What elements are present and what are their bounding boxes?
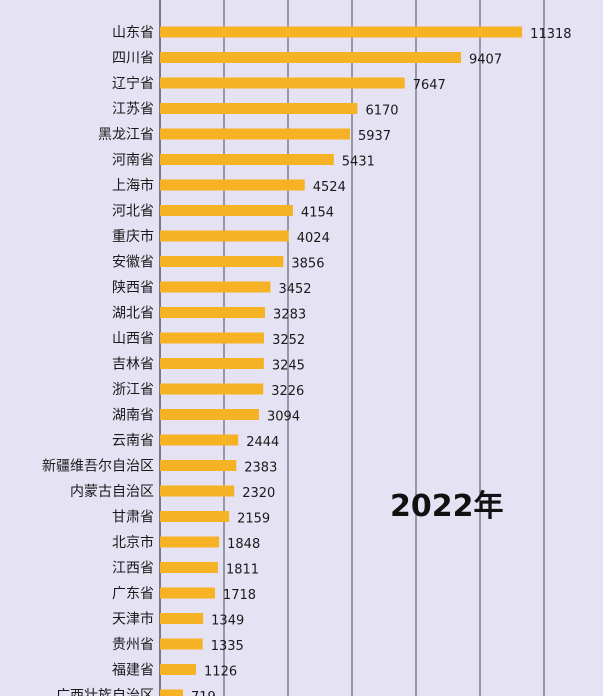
bar-11 bbox=[160, 307, 266, 318]
value-label-23: 1349 bbox=[211, 614, 244, 629]
value-label-4: 5937 bbox=[358, 129, 391, 144]
value-label-9: 3856 bbox=[291, 257, 324, 272]
value-label-12: 3252 bbox=[272, 333, 305, 348]
category-label-7: 河北省 bbox=[112, 204, 154, 220]
bar-21 bbox=[160, 562, 218, 573]
bar-0 bbox=[160, 26, 523, 38]
category-label-24: 贵州省 bbox=[112, 637, 154, 653]
value-label-6: 4524 bbox=[313, 180, 346, 195]
value-label-8: 4024 bbox=[297, 231, 330, 246]
category-label-22: 广东省 bbox=[112, 586, 154, 602]
bar-4 bbox=[160, 128, 350, 140]
category-label-10: 陕西省 bbox=[112, 280, 154, 296]
value-label-1: 9407 bbox=[469, 53, 502, 68]
category-label-13: 吉林省 bbox=[112, 357, 154, 373]
value-label-17: 2383 bbox=[244, 461, 277, 476]
bar-14 bbox=[160, 383, 264, 395]
bar-23 bbox=[160, 613, 204, 624]
value-label-15: 3094 bbox=[267, 410, 300, 425]
bar-1 bbox=[160, 52, 462, 63]
bar-10 bbox=[160, 281, 271, 293]
value-label-19: 2159 bbox=[237, 512, 270, 527]
bar-2 bbox=[160, 77, 405, 89]
category-label-15: 湖南省 bbox=[112, 408, 154, 424]
category-label-18: 内蒙古自治区 bbox=[70, 484, 154, 500]
category-label-8: 重庆市 bbox=[112, 228, 154, 245]
category-label-16: 云南省 bbox=[112, 433, 154, 449]
value-label-10: 3452 bbox=[278, 282, 311, 297]
bars bbox=[160, 26, 523, 696]
bar-15 bbox=[160, 409, 260, 420]
value-label-11: 3283 bbox=[273, 308, 306, 323]
value-label-22: 1718 bbox=[223, 588, 256, 603]
value-label-16: 2444 bbox=[246, 435, 279, 450]
bar-6 bbox=[160, 179, 305, 191]
bar-7 bbox=[160, 205, 293, 216]
grid-lines bbox=[159, 0, 545, 696]
value-label-24: 1335 bbox=[211, 639, 244, 654]
category-label-12: 山西省 bbox=[112, 331, 154, 347]
bar-26 bbox=[160, 689, 184, 696]
value-labels: 11318 9407 7647 6170 5937 5431 4524 4154 4024 385… bbox=[191, 27, 572, 696]
category-label-14: 浙江省 bbox=[112, 382, 154, 398]
bar-20 bbox=[160, 536, 220, 548]
bar-3 bbox=[160, 103, 358, 114]
category-label-11: 湖北省 bbox=[112, 306, 154, 322]
value-label-14: 3226 bbox=[271, 384, 304, 399]
bar-18 bbox=[160, 485, 235, 497]
category-label-6: 上海市 bbox=[112, 177, 154, 194]
category-labels: 山东省四川省辽宁省江苏省黑龙江省河南省上海市河北省重庆市安徽省陕西省湖北省山西省… bbox=[42, 25, 154, 696]
category-label-2: 辽宁省 bbox=[112, 75, 154, 92]
value-label-5: 5431 bbox=[342, 155, 375, 170]
bar-16 bbox=[160, 434, 239, 446]
value-label-20: 1848 bbox=[227, 537, 260, 552]
bar-9 bbox=[160, 256, 284, 267]
bar-8 bbox=[160, 230, 289, 242]
value-label-21: 1811 bbox=[226, 563, 259, 578]
category-label-20: 北京市 bbox=[112, 534, 154, 551]
category-label-23: 天津市 bbox=[112, 611, 154, 628]
category-label-3: 江苏省 bbox=[112, 102, 154, 118]
category-label-21: 江西省 bbox=[112, 561, 154, 577]
category-label-5: 河南省 bbox=[112, 153, 154, 169]
category-label-19: 甘肃省 bbox=[112, 510, 154, 526]
bar-25 bbox=[160, 664, 197, 675]
bar-13 bbox=[160, 358, 264, 369]
value-label-18: 2320 bbox=[242, 486, 275, 501]
value-label-13: 3245 bbox=[272, 359, 305, 374]
value-label-7: 4154 bbox=[301, 206, 334, 221]
value-label-26: 719 bbox=[191, 690, 216, 696]
category-label-1: 四川省 bbox=[112, 51, 154, 67]
category-label-9: 安徽省 bbox=[112, 255, 154, 271]
category-label-26: 广西壮族自治区 bbox=[56, 688, 154, 696]
category-label-25: 福建省 bbox=[112, 663, 154, 679]
value-label-2: 7647 bbox=[413, 78, 446, 93]
bar-17 bbox=[160, 460, 237, 471]
value-label-0: 11318 bbox=[530, 27, 571, 42]
bar-24 bbox=[160, 638, 203, 650]
year-annotation: 2022年 bbox=[390, 489, 504, 524]
bar-5 bbox=[160, 154, 334, 165]
bar-19 bbox=[160, 511, 230, 522]
bar-22 bbox=[160, 587, 215, 599]
category-label-0: 山东省 bbox=[112, 25, 154, 41]
category-label-4: 黑龙江省 bbox=[98, 127, 154, 143]
bar-12 bbox=[160, 332, 265, 344]
value-label-25: 1126 bbox=[204, 665, 237, 680]
value-label-3: 6170 bbox=[365, 104, 398, 119]
category-label-17: 新疆维吾尔自治区 bbox=[42, 459, 154, 475]
